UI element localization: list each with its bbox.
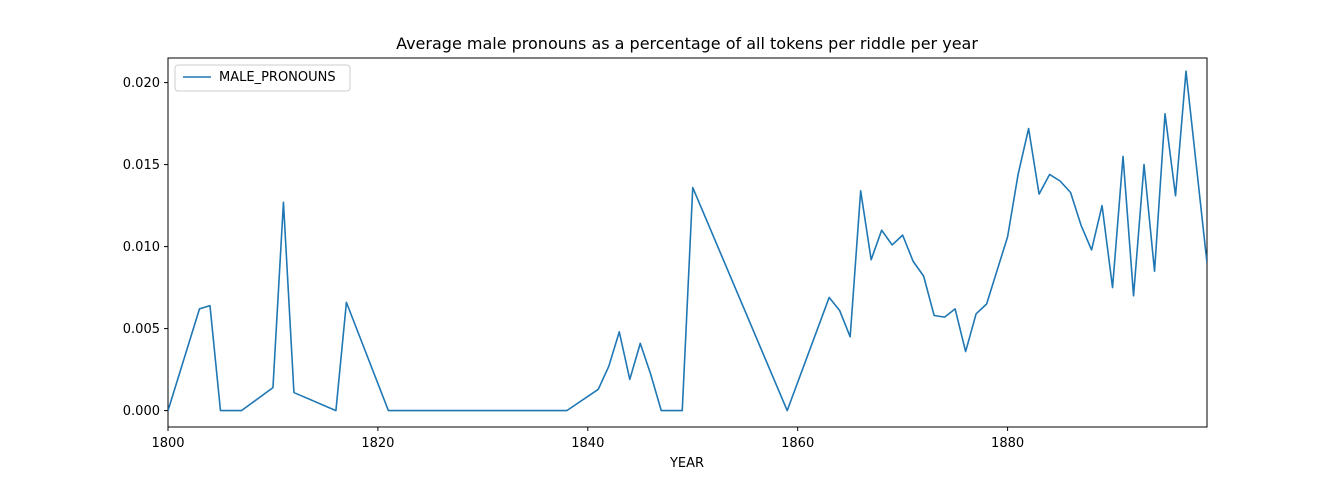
- legend: MALE_PRONOUNS: [174, 64, 351, 92]
- legend-label: MALE_PRONOUNS: [219, 70, 336, 85]
- x-tick-label: 1820: [361, 436, 394, 451]
- y-tick-label: 0.015: [123, 158, 160, 173]
- legend-box: [174, 64, 351, 92]
- series-group: [168, 70, 1207, 412]
- x-tick-label: 1880: [991, 436, 1024, 451]
- x-tick-label: 1800: [151, 436, 184, 451]
- plot-area: 1800 1820 1840 1860 1880 0.000 0.005 0.010 0.01…: [123, 57, 1208, 451]
- y-tick-label: 0.020: [123, 76, 160, 91]
- y-tick-label: 0.000: [123, 404, 160, 419]
- plot-frame: [167, 57, 1208, 428]
- y-tick-label: 0.010: [123, 240, 160, 255]
- x-axis-label: YEAR: [669, 456, 704, 471]
- x-axis-ticks: 1800 1820 1840 1860 1880: [151, 427, 1024, 451]
- chart-title: Average male pronouns as a percentage of…: [396, 34, 978, 53]
- series-line-male-pronouns: [168, 70, 1207, 412]
- x-tick-label: 1840: [571, 436, 604, 451]
- y-axis-ticks: 0.000 0.005 0.010 0.015 0.020: [123, 76, 168, 419]
- x-tick-label: 1860: [781, 436, 814, 451]
- y-tick-label: 0.005: [123, 322, 160, 337]
